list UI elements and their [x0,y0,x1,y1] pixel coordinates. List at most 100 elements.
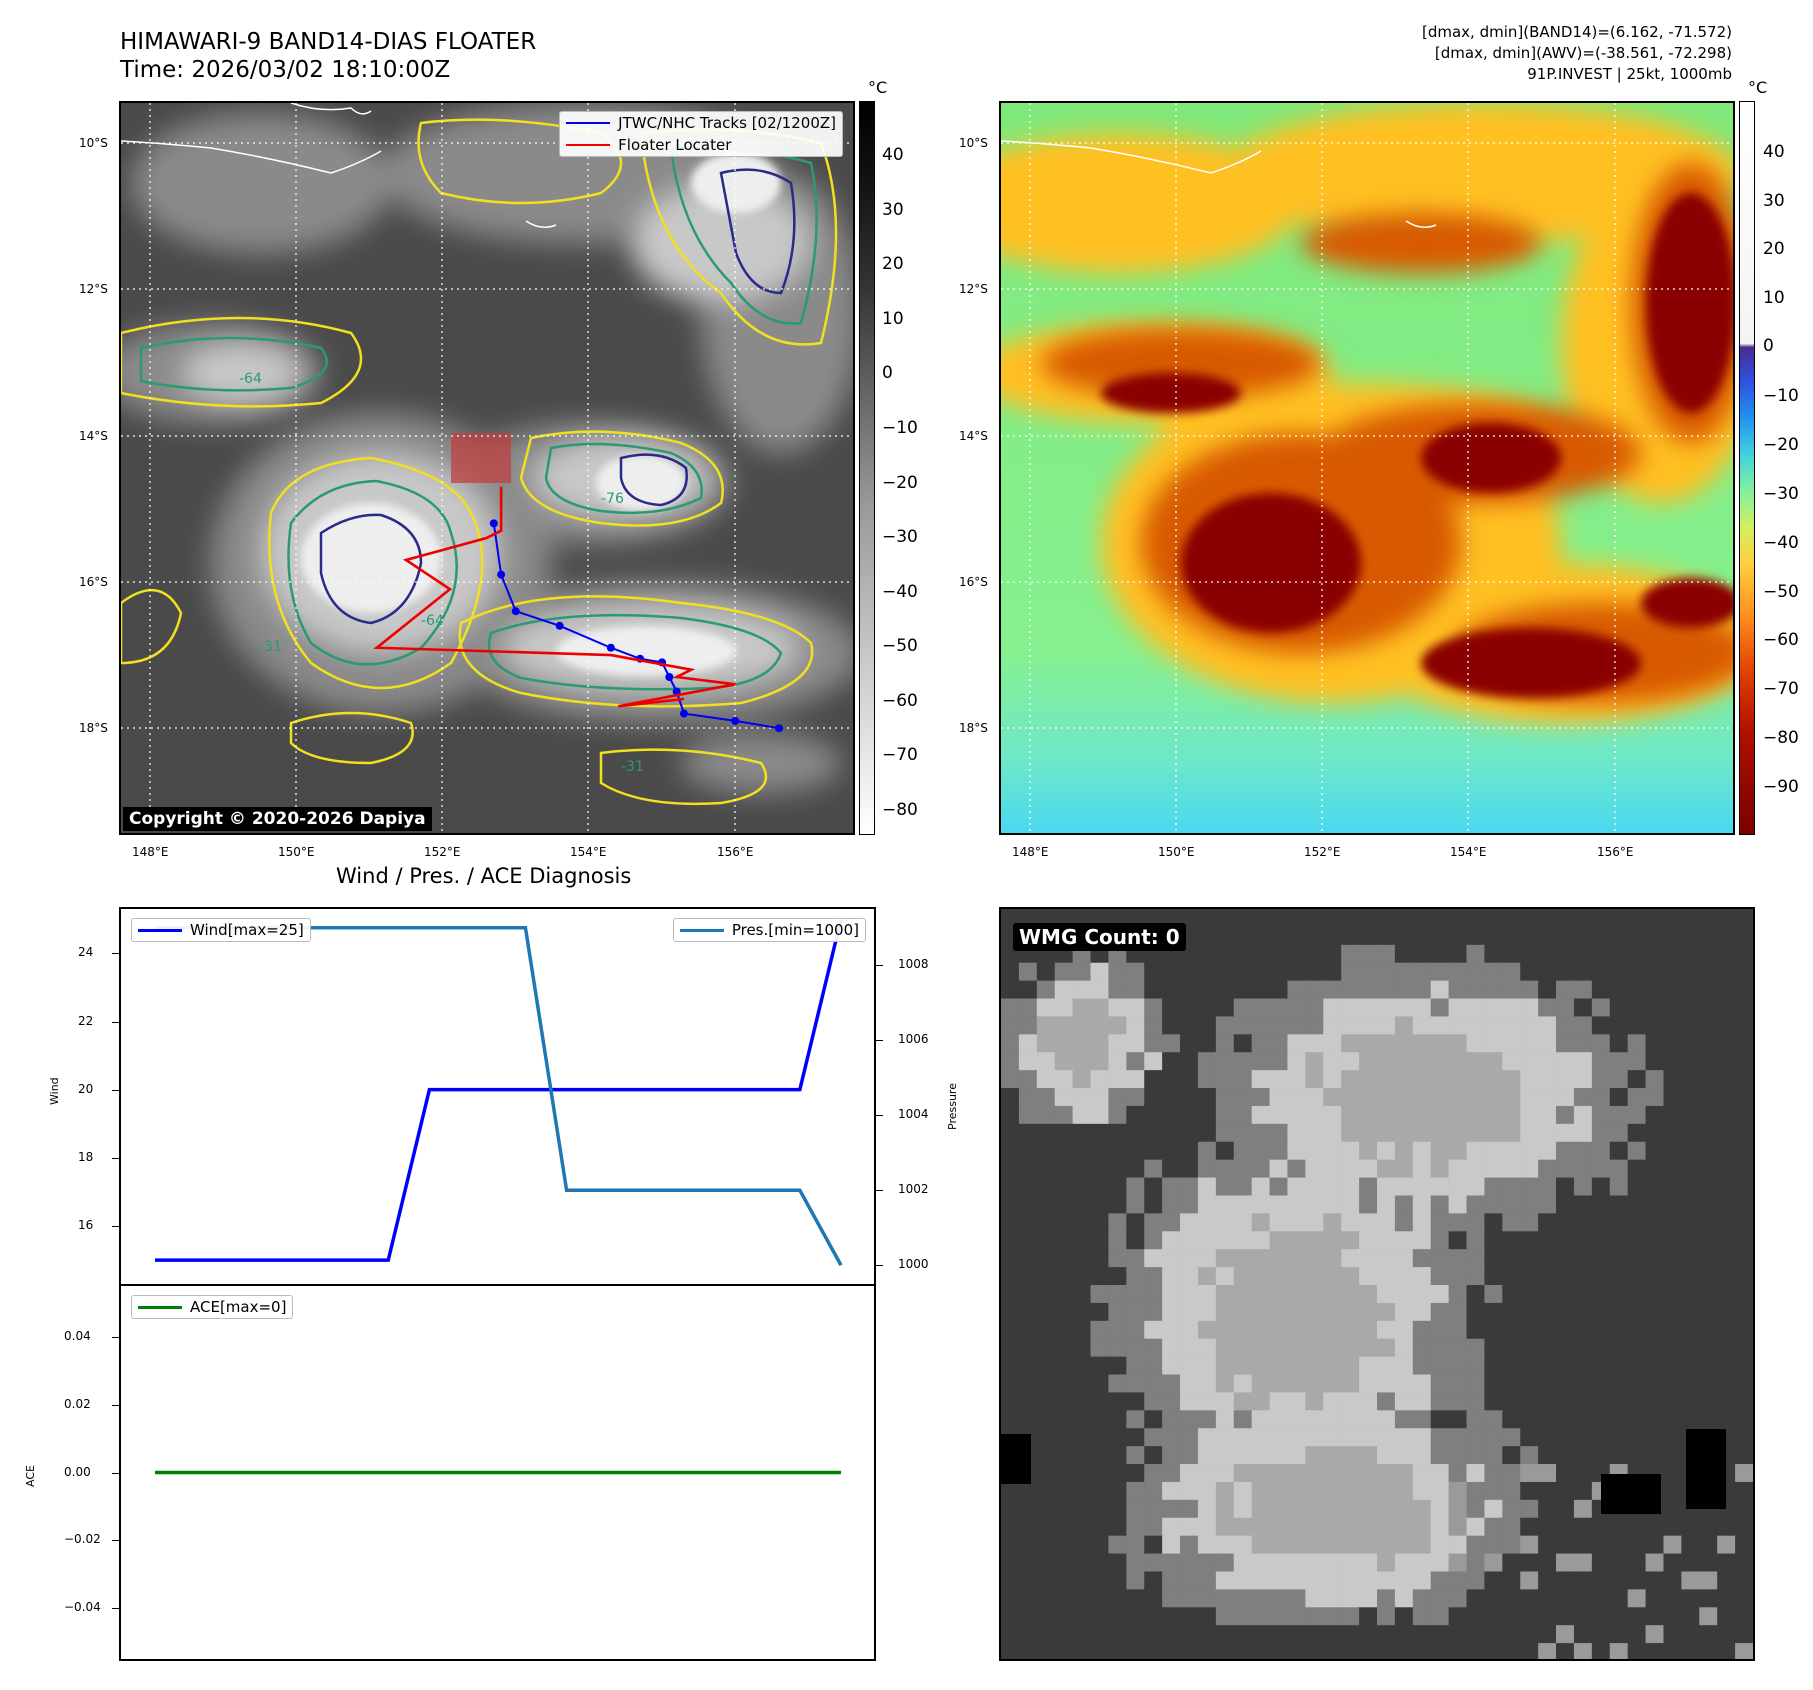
ace-ytick-mark [112,1472,119,1474]
ir-colorbar-tick: 0 [882,363,893,384]
ace-ytick: 0.02 [64,1396,91,1411]
ir-lon-label: 152°E [424,845,461,859]
awv-colorbar-tick: −30 [1763,483,1799,504]
ir-colorbar-tick: −60 [882,690,918,711]
pressure-ytick-mark [876,1190,883,1192]
legend-item-tracks: JTWC/NHC Tracks [02/1200Z] [560,112,842,134]
wind-ytick-mark [112,953,119,955]
pressure-ytick: 1004 [898,1107,929,1122]
pressure-ytick: 1000 [898,1257,929,1272]
wind-ytick: 18 [78,1149,94,1164]
ace-ytick-mark [112,1608,119,1610]
awv-colorbar-tick: 40 [1763,142,1785,162]
ir-colorbar-unit: °C [868,78,888,97]
awv-satellite-image [1001,103,1733,833]
legend-label-locater: Floater Locater [618,136,732,154]
wind-ytick-mark [112,1089,119,1091]
wmg-count-badge: WMG Count: 0 [1013,923,1186,951]
wind-pressure-lines [155,918,843,1267]
awv-lat-label: 12°S [959,282,988,296]
legend-label-tracks: JTWC/NHC Tracks [02/1200Z] [618,114,836,132]
ir-lat-label: 18°S [79,721,108,735]
track-point [731,716,740,725]
ir-lat-label: 12°S [79,282,108,296]
ir-colorbar-tick: −20 [882,472,918,493]
pressure-legend-label: Pres.[min=1000] [731,921,859,939]
ir-satellite-panel: -64 -31 -76 -64 -31 JTWC/NHC Tracks [02/1200… [119,101,855,835]
track-point [606,643,615,652]
figure-title: HIMAWARI-9 BAND14-DIAS FLOATER [120,29,537,55]
legend-item-locater: Floater Locater [560,134,842,156]
ir-lon-label: 148°E [132,845,169,859]
pressure-legend: Pres.[min=1000] [672,918,866,942]
awv-colorbar-tick: 20 [1763,239,1785,259]
track-point [497,570,506,579]
ir-colorbar-tick: −10 [882,417,918,438]
ir-lon-label: 150°E [278,845,315,859]
pressure-ytick-mark [876,965,883,967]
ace-legend: ACE[max=0] [131,1295,294,1319]
contour-label: -76 [601,491,624,507]
wind-ytick-mark [112,1021,119,1023]
ace-ytick: −0.04 [64,1600,101,1615]
wmg-black-patch [1686,1429,1726,1509]
awv-lat-label: 14°S [959,429,988,443]
awv-satellite-panel [999,101,1735,835]
awv-lat-label: 18°S [959,721,988,735]
track-point [555,621,564,630]
info-band14-range: [dmax, dmin](BAND14)=(6.162, -71.572) [1421,23,1732,41]
wmg-panel: WMG Count: 0 [999,907,1755,1661]
floater-locater-line [373,486,736,708]
ir-colorbar [859,101,875,835]
awv-lat-label: 16°S [959,575,988,589]
pressure-ytick: 1002 [898,1182,929,1197]
jtwc-track-line [492,523,780,730]
ir-lat-label: 14°S [79,429,108,443]
wind-ylabel: Wind [48,1077,61,1105]
wind-ytick-mark [112,1226,119,1228]
awv-colorbar-tick: −20 [1763,434,1799,455]
ace-ytick-mark [112,1540,119,1542]
awv-lon-label: 156°E [1597,845,1634,859]
wmg-black-patch [1001,1434,1031,1484]
diagnosis-title: Wind / Pres. / ACE Diagnosis [336,864,632,888]
awv-lat-label: 10°S [959,136,988,150]
figure-time: Time: 2026/03/02 18:10:00Z [120,57,451,83]
locater-swatch [566,144,611,146]
track-point [511,607,520,616]
wind-ytick-mark [112,1157,119,1159]
wind-ytick: 16 [78,1218,94,1233]
pressure-ytick: 1008 [898,957,929,972]
awv-lon-label: 148°E [1012,845,1049,859]
track-point [489,519,498,528]
awv-lon-label: 154°E [1450,845,1487,859]
awv-colorbar-tick: 30 [1763,190,1785,211]
ir-colorbar-tick: −70 [882,745,918,766]
track-point [679,709,688,718]
track-point [665,672,674,681]
wind-swatch [138,928,182,932]
info-storm: 91P.INVEST | 25kt, 1000mb [1527,65,1732,83]
awv-colorbar-tick: 0 [1763,336,1774,356]
wind-ytick: 24 [78,945,94,960]
ir-colorbar-tick: 30 [882,199,904,220]
awv-colorbar-tick: −10 [1763,386,1799,406]
ace-swatch [138,1305,182,1309]
ir-legend: JTWC/NHC Tracks [02/1200Z] Floater Locat… [559,111,843,157]
contour-label: -64 [239,371,262,387]
pressure-ytick-mark [876,1115,883,1117]
wmg-black-patch [1601,1474,1661,1514]
legend-item-pressure: Pres.[min=1000] [674,919,865,941]
ir-lon-label: 154°E [570,845,607,859]
wind-pressure-plot: Wind[max=25] Pres.[min=1000] [119,907,876,1286]
pressure-ytick-mark [876,1265,883,1267]
pressure-ytick-mark [876,1040,883,1042]
wind-line [155,918,843,1262]
ir-satellite-image: -64 -31 -76 -64 -31 [121,103,853,833]
ir-colorbar-tick: 40 [882,145,904,165]
ir-lat-label: 16°S [79,575,108,589]
contour-label: -31 [259,639,282,655]
wmg-pixels [1001,909,1753,1659]
awv-colorbar-tick: −40 [1763,532,1799,553]
copyright-badge: Copyright © 2020-2026 Dapiya [123,807,432,831]
